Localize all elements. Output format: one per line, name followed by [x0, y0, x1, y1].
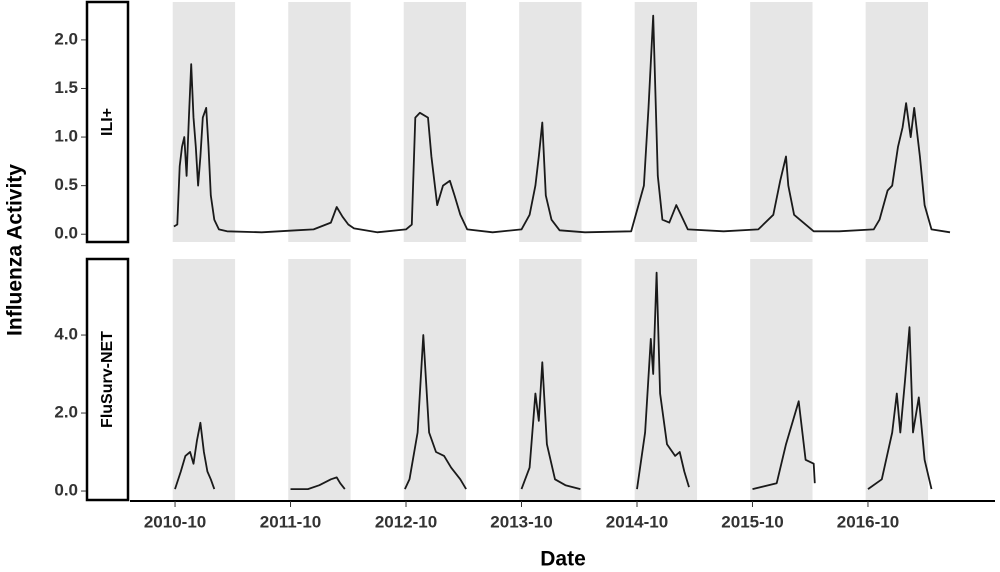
season-band	[519, 2, 582, 242]
x-tick-label: 2013-10	[490, 512, 552, 531]
x-tick-label: 2012-10	[375, 512, 437, 531]
x-tick-label: 2016-10	[837, 512, 899, 531]
x-tick-label: 2010-10	[144, 512, 206, 531]
season-band	[865, 259, 929, 500]
season-band	[403, 259, 467, 500]
strip-box	[85, 257, 130, 502]
x-tick-label: 2014-10	[606, 512, 668, 531]
strip-label: FluSurv-NET	[99, 331, 116, 428]
season-band	[634, 259, 698, 500]
y-tick-label: 0.0	[54, 224, 78, 243]
data-line	[173, 14, 951, 234]
y-tick-label: 0.0	[54, 481, 78, 500]
season-band	[519, 259, 582, 500]
y-tick-label: 1.5	[54, 78, 78, 97]
season-band	[172, 2, 236, 242]
season-band	[288, 2, 351, 242]
season-band	[865, 2, 929, 242]
strip-label: ILI+	[99, 108, 116, 136]
x-tick-label: 2015-10	[721, 512, 783, 531]
data-line	[174, 271, 933, 490]
y-tick-label: 4.0	[54, 325, 78, 344]
season-band	[634, 2, 698, 242]
season-band	[288, 259, 351, 500]
x-axis-title: Date	[540, 548, 586, 571]
season-band	[750, 2, 813, 242]
y-axis-title: Influenza Activity	[4, 164, 27, 336]
y-tick-label: 2.0	[54, 29, 78, 48]
season-band	[172, 259, 236, 500]
y-tick-label: 0.5	[54, 175, 78, 194]
y-tick-label: 2.0	[54, 403, 78, 422]
x-tick-label: 2011-10	[260, 512, 321, 531]
y-tick-label: 1.0	[54, 127, 78, 146]
strip-box	[85, 0, 130, 244]
